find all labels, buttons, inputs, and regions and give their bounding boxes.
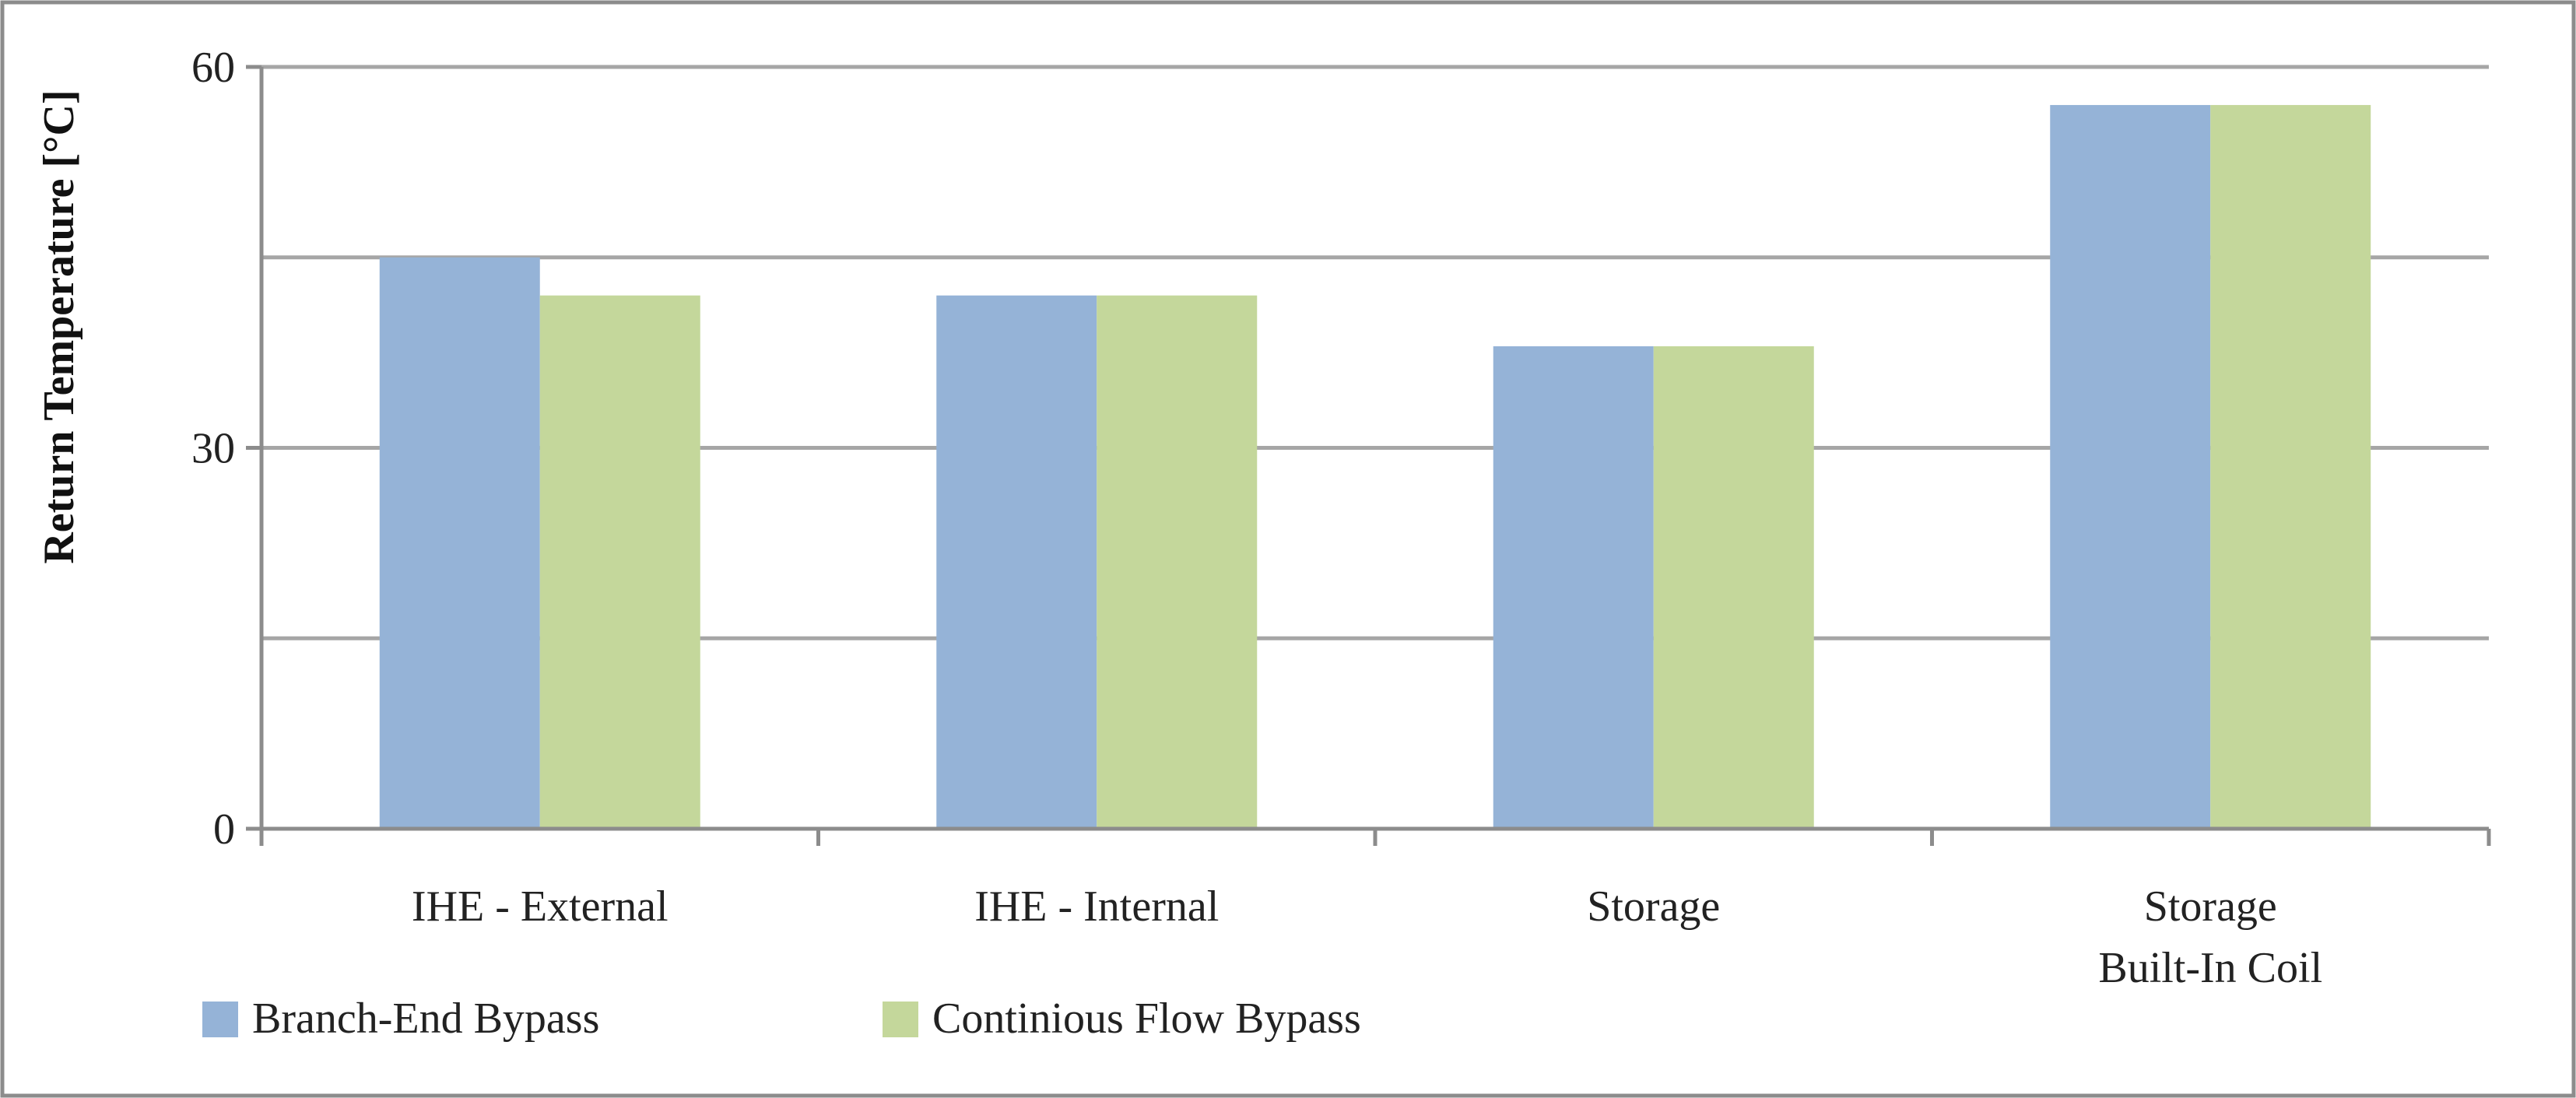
legend-swatch — [883, 1002, 918, 1037]
bar — [936, 295, 1097, 829]
bar — [1493, 346, 1654, 829]
x-tick-label: IHE - External — [412, 882, 669, 931]
bar — [379, 257, 540, 829]
x-tick-label: Storage — [1587, 882, 1720, 931]
x-tick-label: IHE - Internal — [974, 882, 1219, 931]
bar — [539, 295, 700, 829]
bar — [1097, 295, 1258, 829]
bar — [1653, 346, 1814, 829]
legend-swatch — [202, 1002, 238, 1037]
bar — [2210, 104, 2371, 829]
legend-label: Branch-End Bypass — [252, 995, 599, 1043]
x-tick-label: Storage Built-In Coil — [2098, 882, 2322, 992]
legend-label: Continious Flow Bypass — [932, 995, 1361, 1043]
bar — [2050, 104, 2211, 829]
y-tick-label: 0 — [213, 805, 235, 854]
y-tick-label: 30 — [191, 425, 235, 473]
legend: Branch-End Bypass Continious Flow Bypass — [202, 995, 1361, 1043]
y-tick-label: 60 — [191, 44, 235, 92]
y-axis-title: Return Temperature [°C] — [35, 89, 83, 563]
bars — [379, 104, 2371, 829]
tick-labels: 0 30 60 IHE - External IHE - Internal Storage… — [191, 44, 2322, 992]
axes — [246, 65, 2491, 846]
